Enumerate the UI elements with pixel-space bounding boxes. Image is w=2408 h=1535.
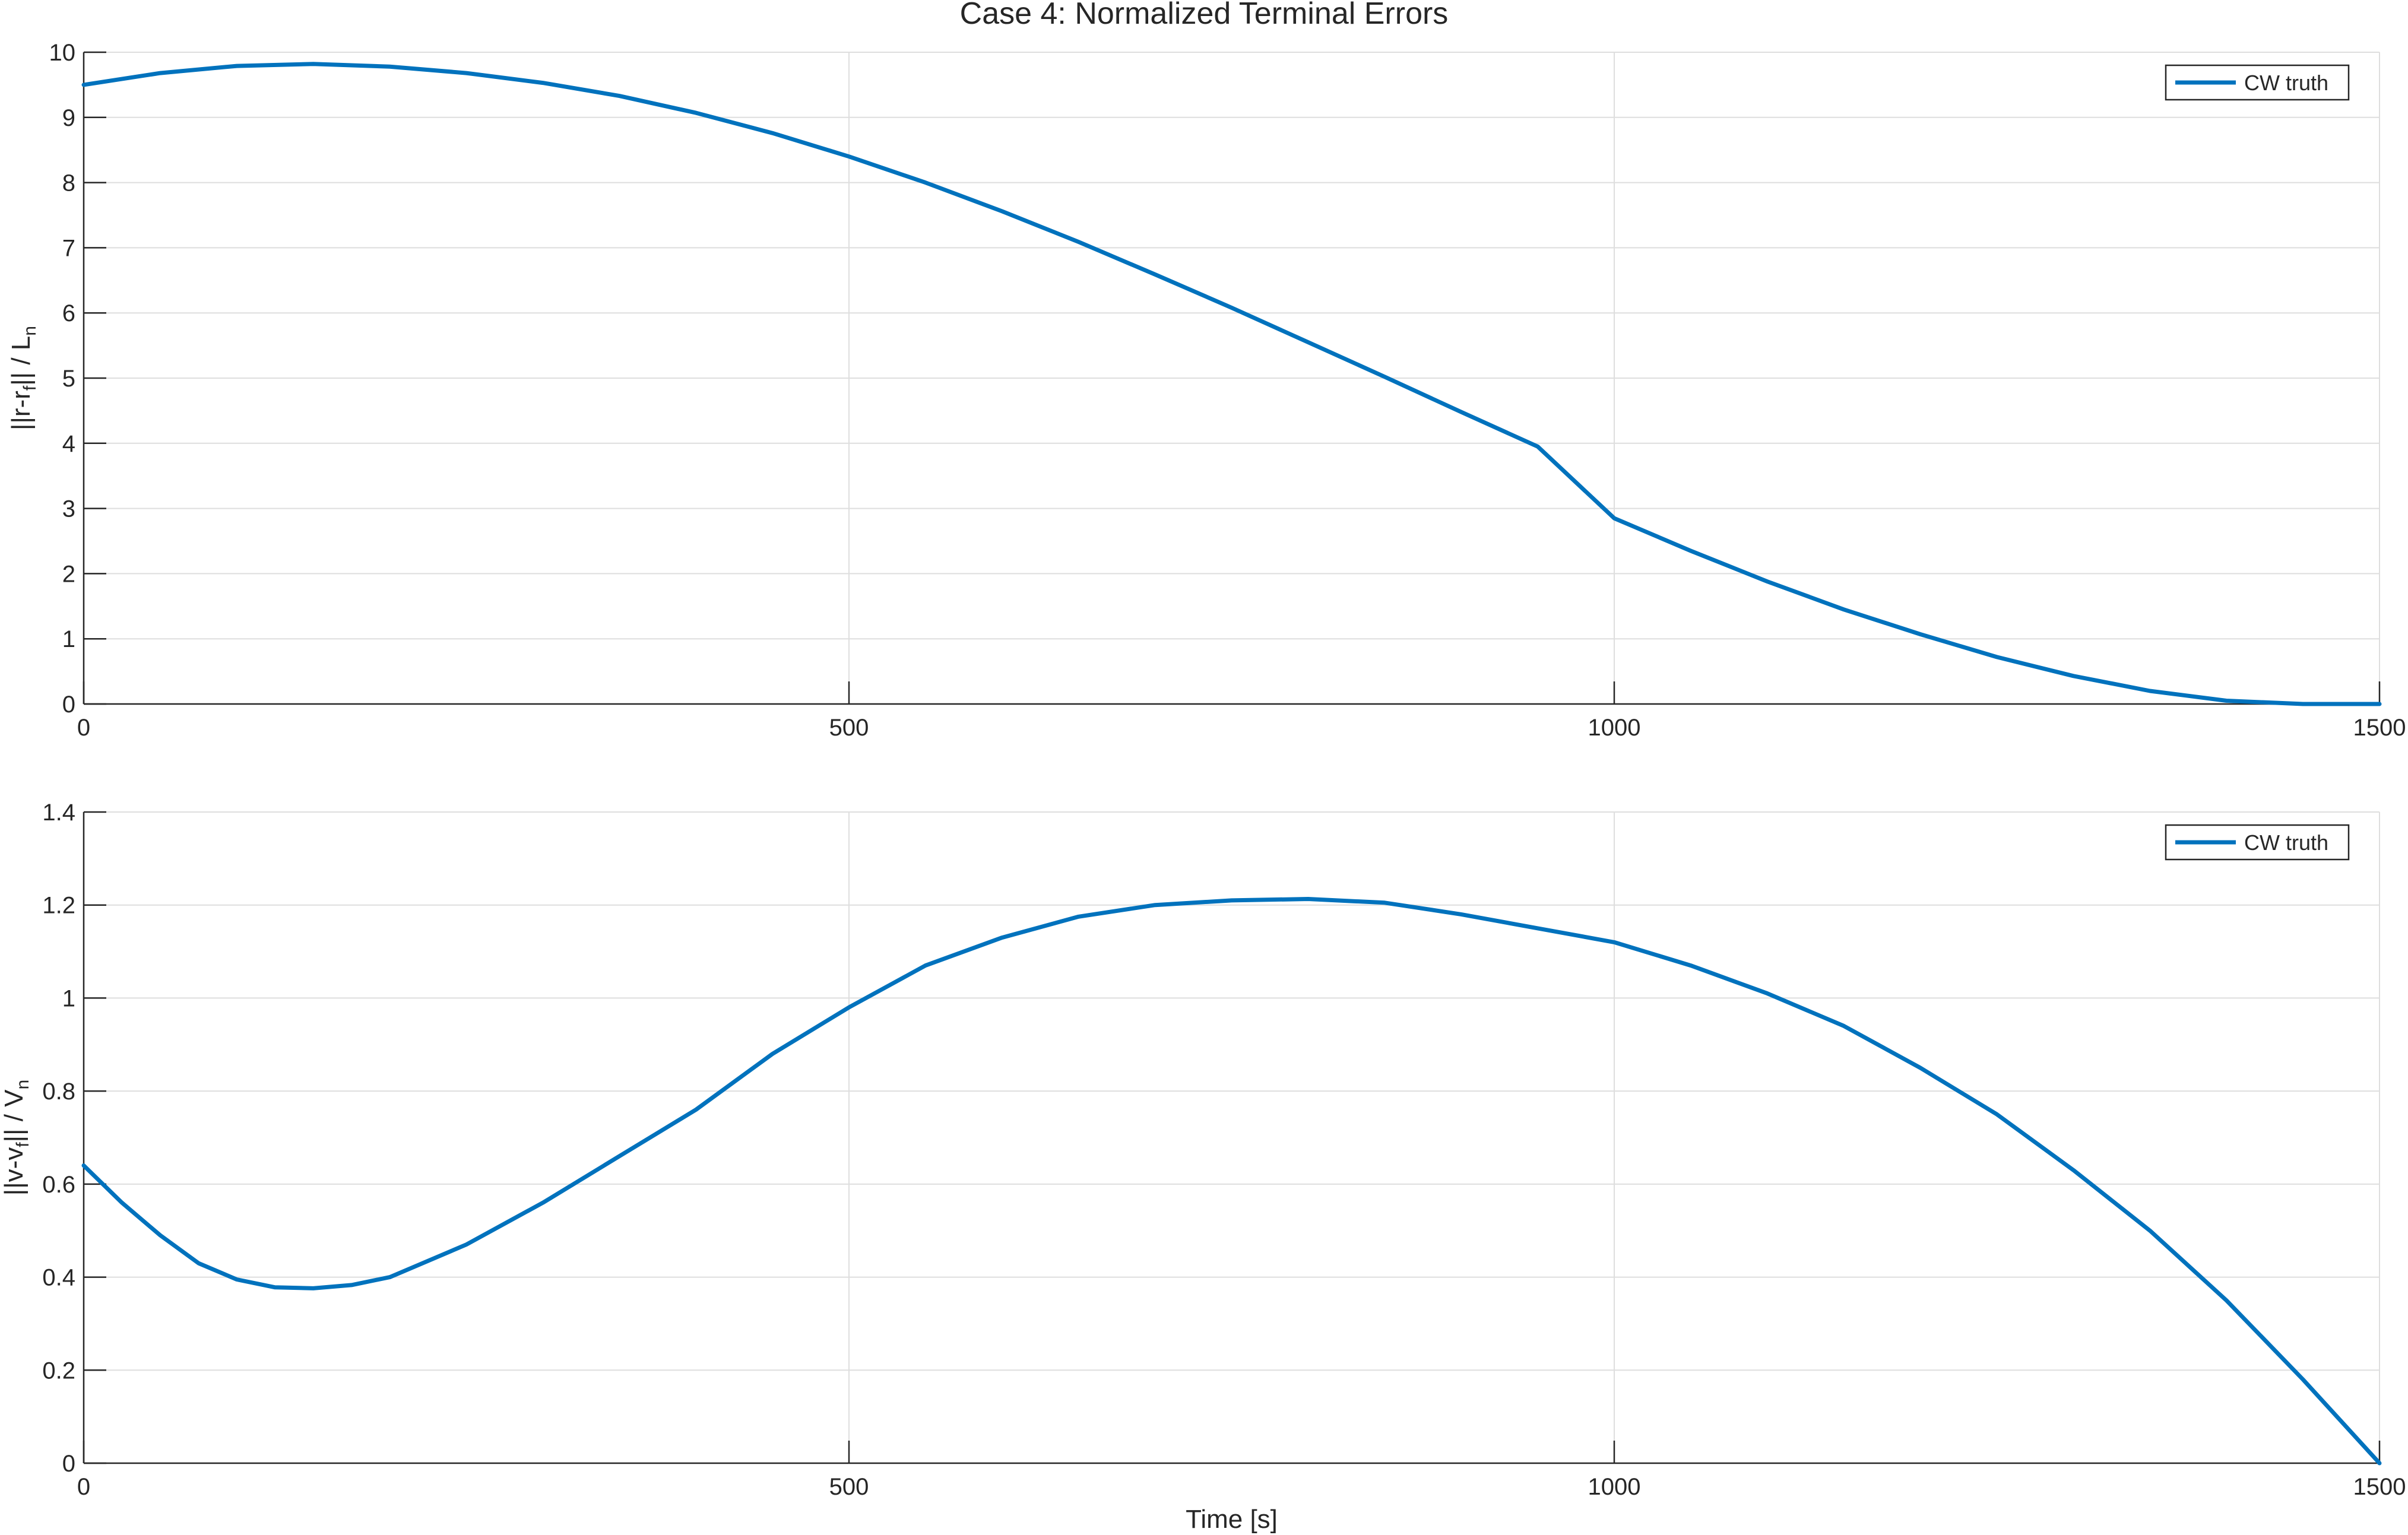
y-axis-label-part: ||v-v bbox=[0, 1147, 28, 1196]
y-axis-label-part: || / V bbox=[0, 1089, 28, 1143]
y-tick-label: 7 bbox=[62, 235, 75, 261]
y-tick-label: 0 bbox=[62, 692, 75, 718]
y-tick-label: 1 bbox=[62, 985, 75, 1011]
y-tick-label: 1 bbox=[62, 626, 75, 652]
x-tick-label: 1500 bbox=[2353, 1474, 2406, 1500]
y-axis-label-subscript: n bbox=[13, 1080, 33, 1090]
legend: CW truth bbox=[2165, 64, 2350, 101]
y-tick-label: 6 bbox=[62, 300, 75, 326]
y-tick-label: 0.8 bbox=[42, 1079, 75, 1105]
y-axis-label: ||v-vf|| / Vn bbox=[0, 1080, 33, 1195]
y-tick-label: 0.2 bbox=[42, 1358, 75, 1384]
legend-entry-label: CW truth bbox=[2244, 830, 2328, 855]
x-tick-label: 0 bbox=[77, 1474, 90, 1500]
y-tick-label: 5 bbox=[62, 366, 75, 392]
position-error-panel: 0 1 2 3 4 5 6 7 8 9 10 0 500 1000 1500 ||r-rf|| / Ln CW … bbox=[7, 40, 2406, 741]
y-tick-label: 8 bbox=[62, 170, 75, 196]
x-tick-label: 1500 bbox=[2353, 715, 2406, 741]
x-tick-label: 1000 bbox=[1588, 715, 1641, 741]
y-axis-label: ||r-rf|| / Ln bbox=[7, 326, 40, 430]
legend: CW truth bbox=[2165, 824, 2350, 861]
series-line-cw-truth bbox=[81, 897, 2382, 1466]
y-tick-label: 4 bbox=[62, 431, 75, 457]
y-tick-label: 1.2 bbox=[42, 893, 75, 919]
x-tick-label: 0 bbox=[77, 715, 90, 741]
y-tick-label: 0.6 bbox=[42, 1172, 75, 1198]
y-axis-label-part: || / L bbox=[7, 336, 36, 386]
x-axis-label: Time [s] bbox=[1186, 1505, 1278, 1534]
y-axis-label-subscript: f bbox=[13, 1142, 33, 1147]
y-axis-label-subscript: f bbox=[20, 385, 40, 391]
y-tick-label: 10 bbox=[49, 40, 76, 66]
y-tick-label: 2 bbox=[62, 561, 75, 587]
y-tick-label: 0 bbox=[62, 1451, 75, 1477]
y-axis-label-part: ||r-r bbox=[7, 391, 36, 430]
x-tick-label: 500 bbox=[829, 715, 869, 741]
x-tick-label: 1000 bbox=[1588, 1474, 1641, 1500]
y-axis-label-subscript: n bbox=[20, 326, 40, 336]
legend-entry-label: CW truth bbox=[2244, 71, 2328, 95]
y-tick-label: 1.4 bbox=[42, 800, 75, 826]
series-line-cw-truth bbox=[81, 62, 2382, 706]
y-tick-label: 9 bbox=[62, 105, 75, 131]
figure-title: Case 4: Normalized Terminal Errors bbox=[960, 0, 1449, 31]
velocity-error-panel: 0 0.2 0.4 0.6 0.8 1 1.2 1.4 0 500 1000 1500 ||v-vf||… bbox=[0, 800, 2406, 1534]
y-tick-label: 3 bbox=[62, 496, 75, 522]
y-tick-label: 0.4 bbox=[42, 1265, 75, 1291]
x-tick-label: 500 bbox=[829, 1474, 869, 1500]
